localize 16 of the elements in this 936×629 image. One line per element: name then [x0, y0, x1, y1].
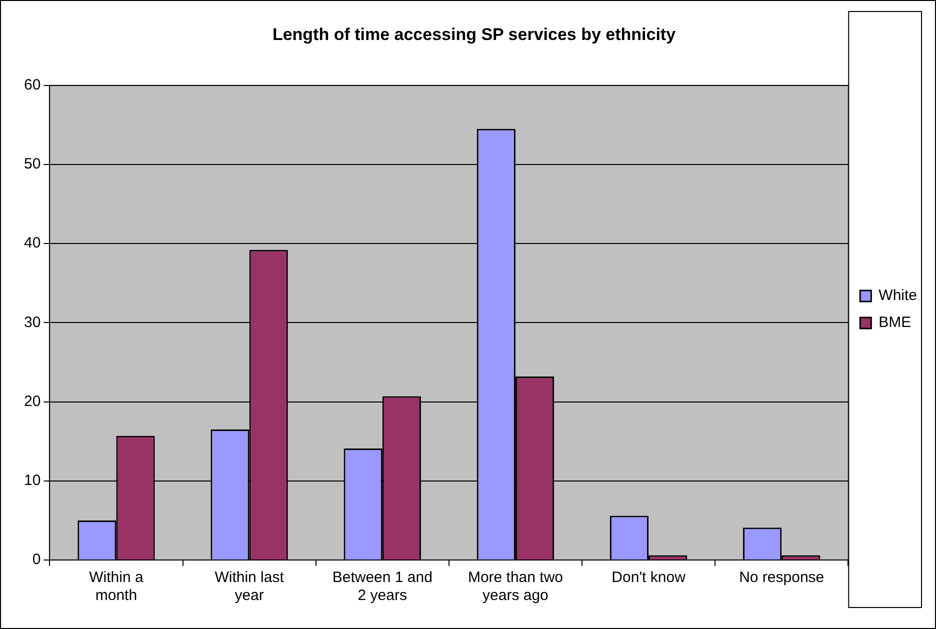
x-tick-label: Within last year: [214, 569, 285, 604]
y-tick-label: 50: [24, 156, 41, 173]
x-tick-label: Within a month: [89, 569, 144, 604]
y-tick-label: 0: [32, 551, 41, 568]
legend-label: BME: [878, 314, 912, 332]
y-tick-label: 40: [24, 234, 41, 252]
y-tick-label: 60: [24, 76, 41, 94]
x-tick-label: Don't know: [612, 569, 686, 586]
x-tick-label: No response: [739, 569, 824, 586]
y-tick-label: 10: [24, 472, 41, 490]
y-tick-label: 20: [24, 392, 41, 410]
chart-title: Length of time accessing SP services by ethnicity: [272, 24, 676, 44]
x-tick-label: Between 1 and 2 years: [332, 569, 432, 604]
legend-label: White: [878, 287, 917, 304]
x-tick-label: More than two years ago: [468, 569, 563, 604]
y-tick-label: 30: [24, 314, 41, 331]
